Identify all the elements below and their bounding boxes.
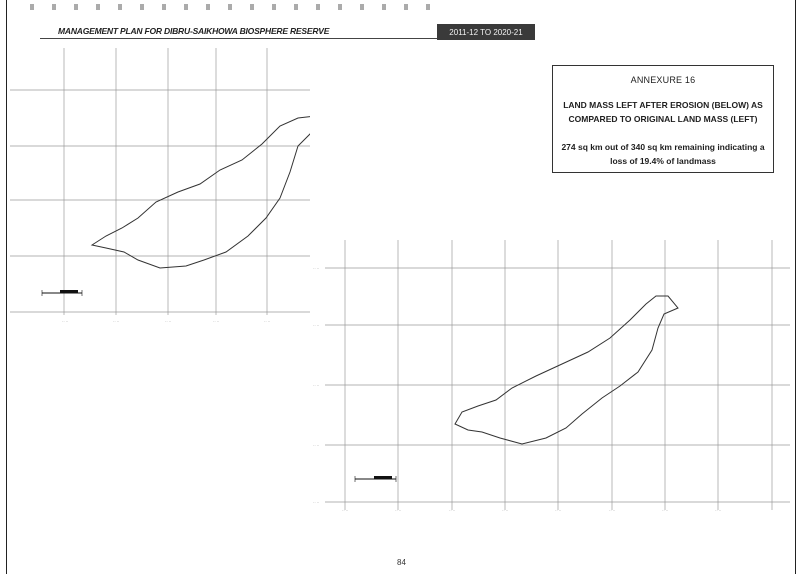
annexure-note: 274 sq km out of 340 sq km remaining ind… — [561, 142, 765, 166]
scale-bar — [354, 476, 397, 482]
svg-text:·· ··: ·· ·· — [62, 319, 68, 324]
svg-text:·· ··: ·· ·· — [715, 508, 721, 513]
annexure-heading: LAND MASS LEFT AFTER EROSION (BELOW) AS … — [563, 100, 763, 124]
scan-artifact-dashes — [30, 4, 430, 10]
scale-bar — [41, 290, 83, 296]
svg-text:·· ··: ·· ·· — [395, 508, 401, 513]
svg-text:·· ··: ·· ·· — [662, 508, 668, 513]
annexure-title: ANNEXURE 16 — [630, 75, 696, 85]
header-rule — [40, 38, 440, 39]
svg-text:·· ··: ·· ·· — [609, 508, 615, 513]
tick-labels: ·· ·· ·· ·· ·· ·· ·· ·· ·· ·· ·· ·· ·· ·… — [313, 266, 721, 513]
svg-text:·· ··: ·· ·· — [449, 508, 455, 513]
page-border — [6, 0, 796, 574]
svg-text:·· ··: ·· ·· — [313, 266, 319, 271]
original-landmass-outline — [90, 116, 310, 269]
annexure-callout-box: ANNEXURE 16 LAND MASS LEFT AFTER EROSION… — [552, 65, 774, 173]
svg-text:·· ··: ·· ·· — [313, 383, 319, 388]
map-grid — [10, 48, 310, 315]
svg-text:·· ··: ·· ·· — [313, 443, 319, 448]
svg-text:·· ··: ·· ·· — [165, 319, 171, 324]
eroded-landmass-map: ·· ·· ·· ·· ·· ·· ·· ·· ·· ·· ·· ·· ·· ·… — [313, 240, 790, 513]
map-grid — [325, 240, 790, 510]
svg-text:·· ··: ·· ·· — [113, 319, 119, 324]
svg-text:·· ··: ·· ·· — [502, 508, 508, 513]
svg-text:·· ··: ·· ·· — [264, 319, 270, 324]
document-header-title: MANAGEMENT PLAN FOR DIBRU-SAIKHOWA BIOSP… — [58, 26, 330, 36]
plan-period-badge: 2011-12 TO 2020-21 — [437, 24, 535, 40]
svg-text:·· ··: ·· ·· — [213, 319, 219, 324]
eroded-landmass-outline — [454, 295, 679, 445]
tick-labels: ·· ·· ·· ·· ·· ·· ·· ·· ·· ·· — [62, 319, 270, 324]
svg-text:·· ··: ·· ·· — [313, 323, 319, 328]
svg-text:·· ··: ·· ·· — [313, 500, 319, 505]
svg-text:·· ··: ·· ·· — [555, 508, 561, 513]
page-number: 84 — [397, 558, 406, 567]
original-landmass-map: ·· ·· ·· ·· ·· ·· ·· ·· ·· ·· — [10, 48, 310, 324]
svg-text:·· ··: ·· ·· — [342, 508, 348, 513]
